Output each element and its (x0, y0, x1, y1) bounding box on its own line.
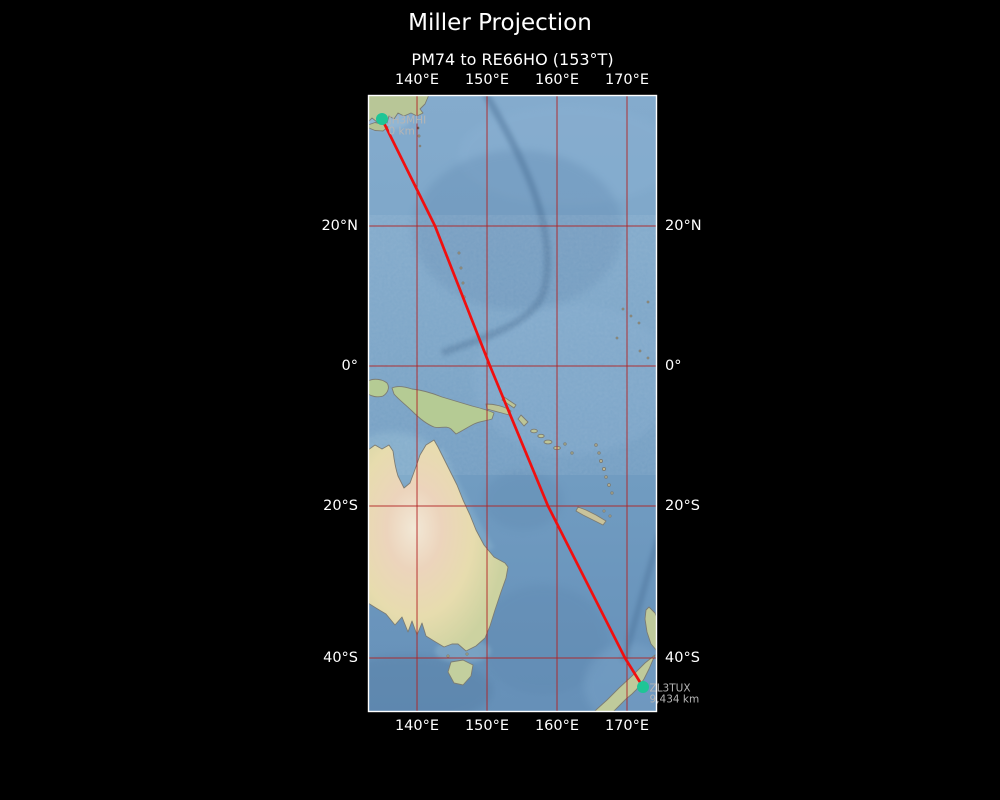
solomon-island-guadalcanal (543, 439, 553, 445)
kiribati-island (638, 349, 642, 353)
lat-tick-label: 20°N (665, 217, 702, 234)
landmass-bougainville (517, 414, 529, 427)
izu-island (417, 134, 421, 138)
mariana-island (459, 266, 463, 270)
geography-layer (368, 95, 657, 712)
lat-tick-label: 20°S (665, 497, 700, 514)
solomon-island (537, 433, 545, 439)
vanuatu-island (601, 466, 607, 472)
solomon-island (563, 442, 567, 446)
lon-tick-label: 160°E (534, 72, 580, 88)
end-callsign-label: ZL3TUX (650, 683, 691, 695)
vanuatu-island (604, 475, 608, 479)
vanuatu-island (594, 443, 598, 447)
lat-tick-label: 20°N (321, 217, 358, 234)
landmass-new-zealand-north-island (644, 606, 657, 652)
mariana-island (457, 251, 461, 255)
lon-tick-label: 170°E (604, 72, 650, 88)
marshall-island (646, 300, 650, 304)
santa-cruz-island (570, 451, 574, 455)
end-marker (637, 681, 650, 694)
lon-tick-label: 170°E (604, 718, 650, 734)
lat-tick-label: 40°S (665, 650, 700, 666)
vanuatu-island (597, 451, 601, 455)
chart-subtitle: PM74 to RE66HO (153°T) (411, 50, 614, 69)
great-circle-route (380, 117, 645, 689)
start-distance-label: 0 km (388, 126, 414, 138)
kiribati-island (646, 356, 650, 360)
land-layer (368, 95, 657, 712)
landmass-tasmania (447, 659, 474, 686)
vanuatu-island (599, 459, 603, 463)
vanuatu-island (610, 491, 614, 495)
map-border (367, 94, 658, 713)
solomon-island (530, 428, 538, 434)
lat-tick-label: 0° (665, 357, 682, 374)
cloud-speckle (368, 215, 657, 475)
lat-tick-label: 40°S (323, 650, 358, 666)
lat-tick-label: 0° (341, 357, 358, 374)
landmass-new-guinea-birds-head (368, 378, 389, 398)
bass-strait-island (446, 654, 450, 658)
lon-tick-label: 150°E (464, 72, 510, 88)
loyalty-island (602, 509, 606, 513)
landmass-new-caledonia (575, 506, 607, 526)
start-marker (375, 113, 388, 126)
start-callsign-label: JH3MHI (387, 115, 426, 127)
lat-tick-label: 20°S (323, 497, 358, 514)
landmass-australia (368, 439, 509, 652)
route-layer (380, 117, 645, 689)
grid-layer (368, 95, 657, 712)
marshall-island (621, 307, 625, 311)
izu-island (418, 144, 422, 148)
lon-tick-label: 140°E (394, 718, 440, 734)
end-distance-label: 9,434 km (650, 694, 700, 706)
lon-tick-label: 150°E (464, 718, 510, 734)
bass-strait-island (465, 652, 469, 656)
marshall-island (629, 314, 633, 318)
lon-tick-label: 160°E (534, 718, 580, 734)
nauru-island (615, 336, 619, 340)
page-title: Miller Projection (408, 10, 592, 36)
marshall-island (637, 321, 641, 325)
lon-tick-label: 140°E (394, 72, 440, 88)
vanuatu-island (607, 483, 611, 487)
loyalty-island (608, 514, 612, 518)
mariana-island (461, 281, 465, 285)
